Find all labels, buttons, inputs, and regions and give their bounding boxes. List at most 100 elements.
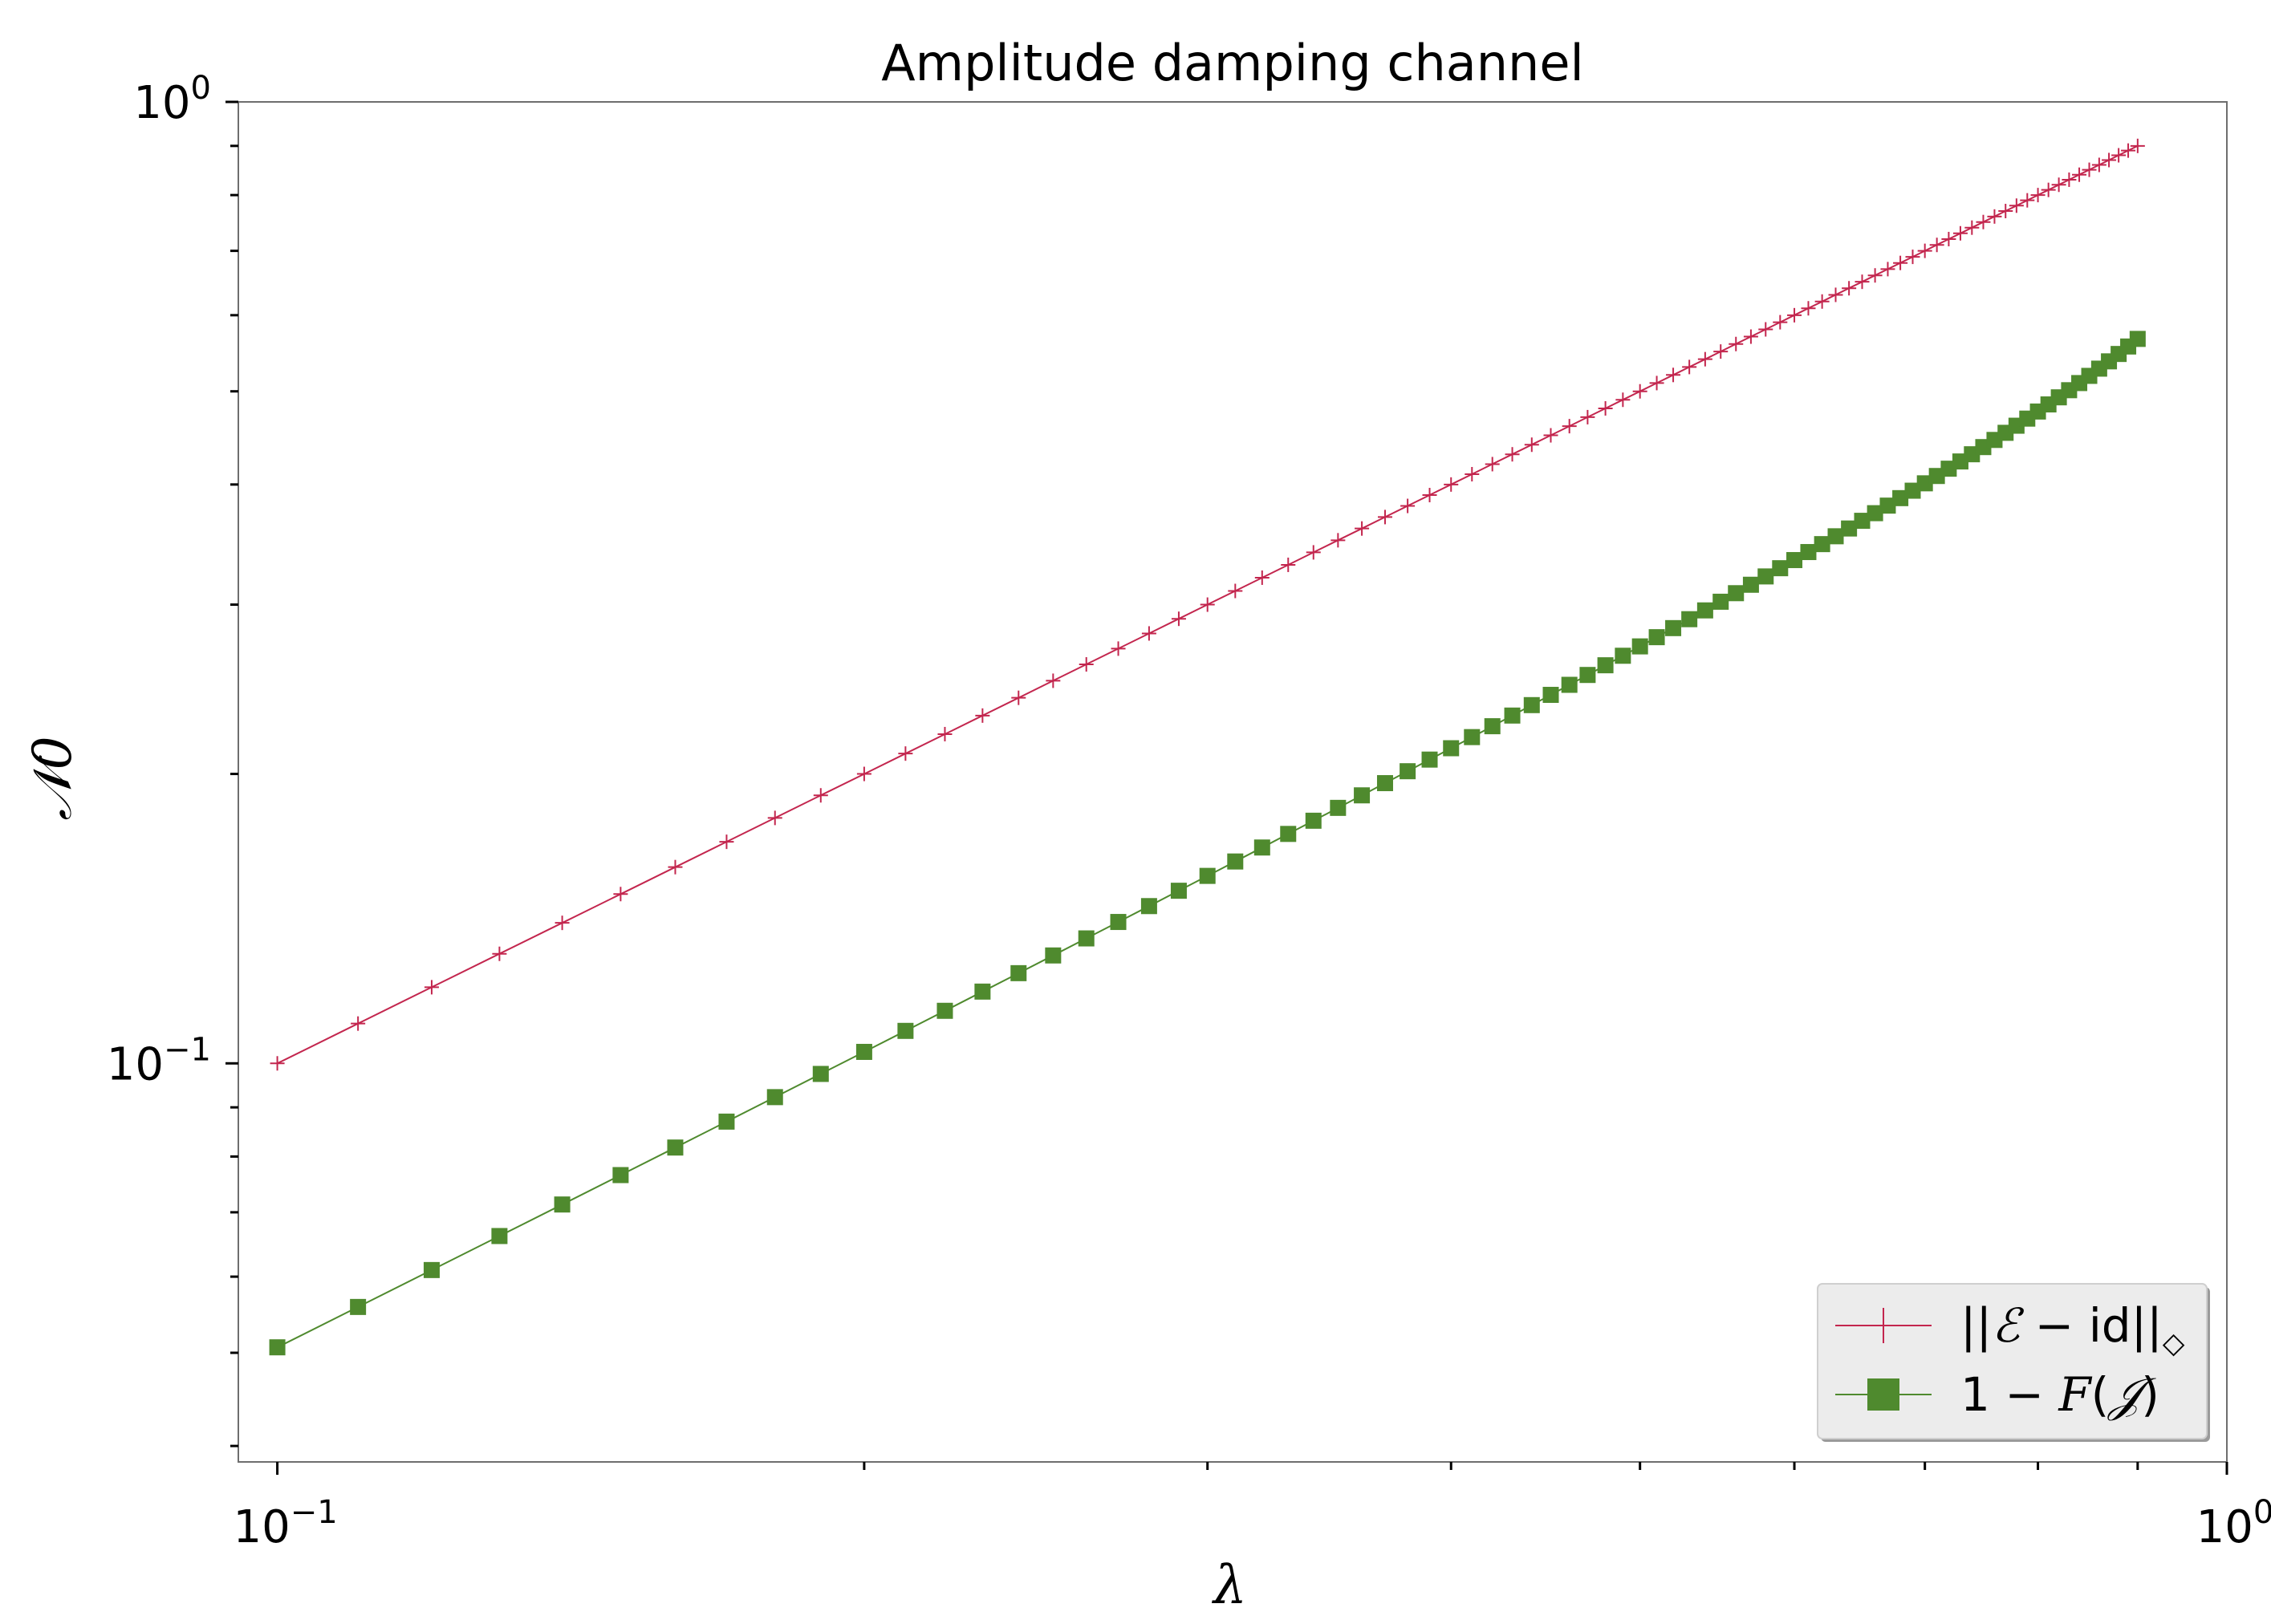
data-point [1801, 301, 1816, 316]
data-point [1523, 696, 1540, 713]
data-point [1976, 214, 1991, 229]
data-point [1681, 611, 1698, 627]
data-point [1631, 638, 1648, 655]
data-point [1758, 322, 1773, 337]
data-point [1281, 557, 1296, 572]
data-point [2020, 193, 2035, 208]
data-point [1665, 619, 1682, 636]
data-point [856, 766, 871, 782]
data-point [1713, 344, 1729, 359]
data-point [1111, 641, 1126, 656]
data-point [1484, 718, 1501, 735]
data-point [2030, 188, 2046, 203]
data-point [2082, 162, 2097, 177]
data-point [1787, 307, 1802, 323]
data-point [2062, 172, 2077, 187]
data-point [1580, 409, 1595, 424]
data-point [1964, 220, 1980, 235]
data-point [1228, 583, 1243, 599]
data-point [898, 746, 913, 761]
data-point [1800, 544, 1817, 561]
data-point [1485, 457, 1500, 472]
data-point [1400, 498, 1416, 514]
tick-label: 100 [133, 70, 211, 129]
data-point [1542, 687, 1559, 704]
data-point [350, 1298, 367, 1315]
data-point [1253, 839, 1270, 856]
data-point [1561, 676, 1578, 693]
data-point [813, 788, 828, 803]
data-point [1814, 536, 1830, 553]
data-point [2102, 152, 2117, 168]
data-point [975, 708, 990, 723]
data-point [1841, 520, 1858, 537]
data-point [2009, 198, 2024, 213]
data-point [1879, 497, 1896, 514]
data-point [1305, 812, 1322, 829]
plot-area-border [238, 101, 2228, 1463]
data-point [1682, 359, 1697, 375]
data-point [1827, 528, 1844, 545]
data-point [936, 1002, 953, 1019]
data-point [1998, 204, 2013, 219]
legend: ||ℰ − id||◇ 1 − F(𝒥) [1817, 1283, 2210, 1442]
data-point [766, 1089, 783, 1106]
axes-frame [238, 101, 2228, 1463]
data-point [812, 1066, 829, 1082]
data-point [1892, 489, 1909, 506]
data-point [718, 1113, 735, 1130]
data-point [424, 980, 439, 995]
data-point [1615, 648, 1631, 664]
data-point [1078, 930, 1095, 947]
data-point [1505, 447, 1520, 462]
data-point [1377, 510, 1392, 525]
legend-box [1817, 1283, 2208, 1439]
data-point [1917, 243, 1932, 258]
data-point [855, 1043, 872, 1060]
legend-label: ||ℰ − id||◇ [1960, 1298, 2185, 1360]
data-point [1598, 400, 1613, 416]
data-point [1729, 336, 1744, 351]
y-axis-label: 𝒩0 [22, 736, 83, 820]
data-point [1170, 883, 1187, 899]
chart-title: Amplitude damping channel [881, 34, 1583, 92]
data-point [492, 946, 507, 961]
data-point [1904, 482, 1921, 499]
data-point [1355, 521, 1370, 536]
data-point [1867, 268, 1883, 283]
data-point [767, 810, 782, 826]
data-point [2041, 182, 2056, 197]
data-point [1354, 787, 1371, 804]
data-point [1941, 231, 1956, 246]
data-point [1140, 898, 1157, 915]
data-point [937, 726, 953, 741]
data-point [1079, 657, 1094, 672]
data-point [974, 983, 991, 1000]
data-point [491, 1228, 508, 1244]
data-point [554, 1196, 571, 1213]
data-point [2111, 148, 2127, 163]
data-point [1200, 597, 1215, 612]
tick-label: 100 [2196, 1494, 2271, 1553]
data-point [423, 1261, 440, 1278]
data-point [1464, 729, 1481, 745]
legend-label: 1 − F(𝒥) [1960, 1367, 2159, 1422]
data-point [1743, 329, 1758, 344]
data-point [1141, 626, 1156, 641]
data-point [1280, 826, 1297, 842]
data-point [1772, 560, 1789, 577]
data-point [1227, 853, 1244, 870]
data-point [1814, 294, 1830, 309]
data-point [1562, 419, 1577, 434]
data-point [2072, 167, 2087, 182]
data-point [1199, 867, 1216, 884]
data-point [1331, 533, 1346, 548]
data-point [2121, 143, 2136, 158]
data-point [269, 1339, 286, 1356]
data-point [1330, 799, 1347, 816]
data-point [1465, 466, 1480, 481]
data-point [1110, 914, 1127, 931]
data-point [1504, 707, 1521, 724]
data-point [555, 916, 570, 931]
